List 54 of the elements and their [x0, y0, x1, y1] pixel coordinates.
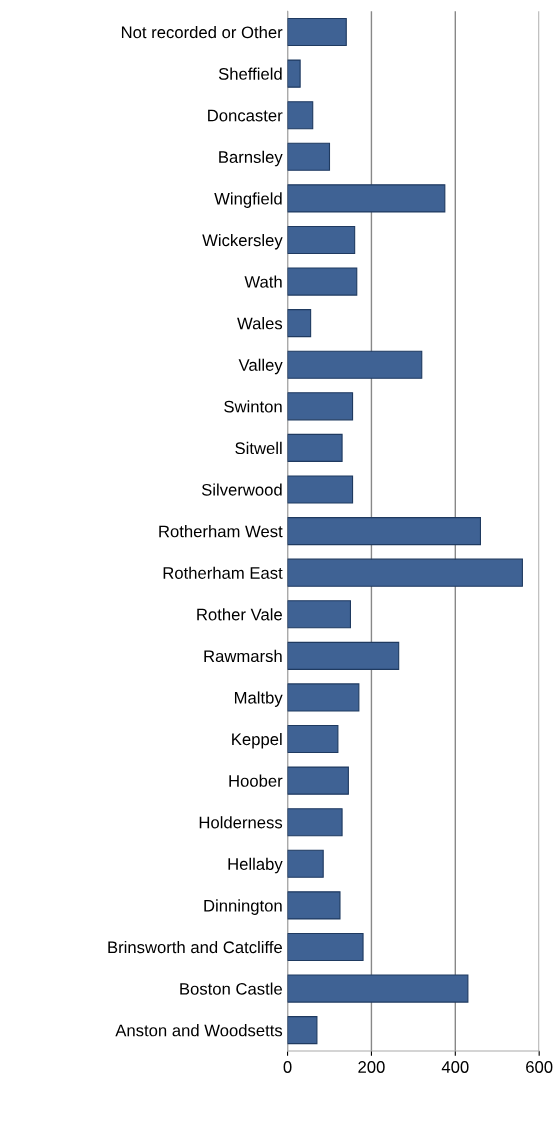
y-tick-label: Rotherham West: [159, 525, 283, 538]
y-tick-label: Brinsworth and Catcliffe: [108, 940, 282, 954]
bar: [287, 808, 343, 837]
bar: [287, 433, 343, 462]
bar: [287, 724, 339, 754]
bar: [287, 1016, 318, 1045]
bar: [287, 849, 324, 878]
bar: [287, 267, 358, 296]
y-tick-label: Holderness: [199, 816, 283, 829]
bar: [287, 558, 523, 587]
bar: [287, 350, 423, 379]
bar: [287, 891, 341, 920]
y-tick-label: Rother Vale: [197, 608, 282, 621]
y-tick-label: Silverwood: [201, 483, 282, 496]
x-tick-label: 0: [283, 1061, 292, 1073]
bar: [287, 641, 400, 670]
y-tick-label: Doncaster: [208, 109, 283, 122]
bar: [287, 475, 354, 504]
y-tick-label: Wath: [244, 275, 282, 288]
y-tick-label: Hoober: [229, 774, 283, 787]
x-tick-label: 400: [441, 1061, 469, 1073]
y-tick-label: Swinton: [224, 400, 282, 413]
bar: [287, 974, 469, 1003]
bar: [287, 683, 360, 712]
bar: [287, 184, 446, 213]
bar: [287, 766, 349, 795]
bar: [287, 600, 352, 629]
x-tick-label: 200: [358, 1061, 385, 1073]
bar: [287, 517, 482, 546]
y-tick-label: Anston and Woodsetts: [115, 1024, 283, 1037]
y-tick-label: Rotherham East: [163, 566, 283, 579]
y-tick-label: Hellaby: [228, 857, 283, 874]
y-tick-label: Barnsley: [219, 150, 283, 167]
bar: [287, 101, 314, 130]
y-tick-label: Wales: [237, 317, 283, 330]
y-tick-label: Valley: [238, 358, 283, 375]
y-tick-label: Keppel: [232, 732, 282, 749]
y-tick-label: Maltby: [234, 691, 283, 707]
y-tick-label: Boston Castle: [180, 982, 282, 995]
bar: [287, 392, 354, 421]
bar: [287, 225, 356, 255]
bar: [287, 17, 347, 47]
bar: [287, 932, 364, 962]
y-tick-label: Wickersley: [202, 233, 283, 250]
y-tick-label: Sitwell: [235, 441, 282, 455]
y-tick-label: Wingfield: [214, 192, 282, 208]
bar: [287, 309, 312, 338]
y-tick-label: Not recorded or Other: [121, 25, 283, 39]
y-tick-label: Rawmarsh: [204, 649, 282, 663]
bar: [287, 59, 301, 88]
y-tick-label: Dinnington: [204, 899, 282, 915]
x-tick-label: 600: [526, 1061, 553, 1073]
bar: [287, 142, 331, 171]
y-tick-label: Sheffield: [218, 67, 282, 80]
